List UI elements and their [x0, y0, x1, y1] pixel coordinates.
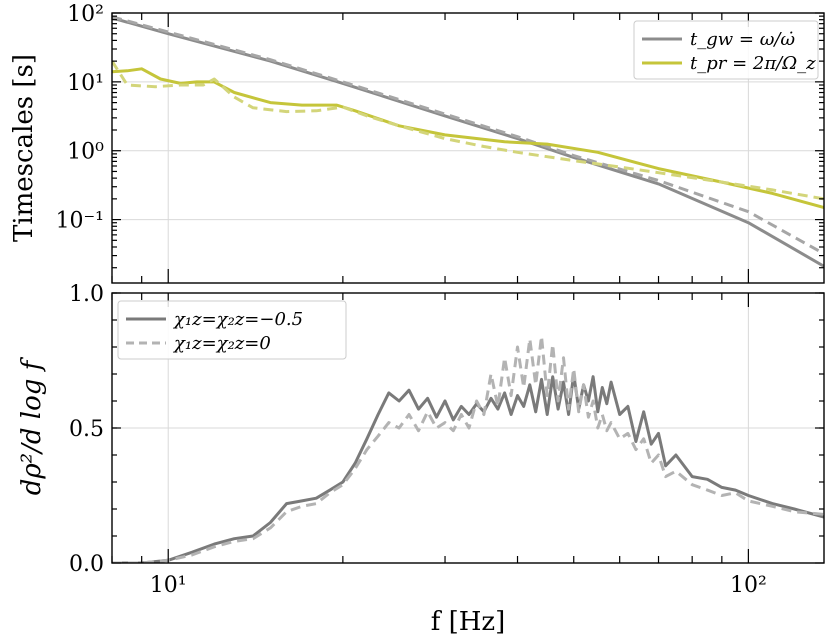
snr-ylabel: dρ²/d log f	[17, 356, 47, 495]
timescales-legend: t_gw = ω/ω̇ t_pr = 2π/Ω_z	[633, 20, 819, 80]
timescales-frame	[111, 12, 825, 284]
timescales-ylabel: Timescales [s]	[9, 54, 39, 242]
snr-series	[112, 334, 824, 563]
y-tick-label: 1.0	[69, 282, 104, 307]
x-tick-label: 10²	[730, 573, 767, 598]
x-axis-label: f [Hz]	[431, 607, 506, 637]
series-line-snr-0	[112, 334, 824, 563]
legend-label: χ₁z=χ₂z=0	[172, 333, 271, 354]
legend-box	[117, 300, 347, 360]
y-tick-label: 10²	[67, 2, 104, 27]
timescales-series	[112, 15, 824, 268]
y-tick-label: 0.0	[69, 552, 104, 577]
y-tick-label: 0.5	[69, 417, 104, 442]
legend-label: t_pr = 2π/Ω_z	[690, 53, 816, 74]
snr-frame	[111, 292, 825, 564]
legend-label: χ₁z=χ₂z=−0.5	[172, 309, 303, 330]
y-tick-label: 10⁰	[67, 140, 104, 165]
snr-legend: χ₁z=χ₂z=−0.5 χ₁z=χ₂z=0	[117, 300, 347, 360]
snr-panel: 10¹ 10² 0.0 0.5 1.0 dρ²/d log f χ₁z=χ₂z=−0.5…	[17, 282, 825, 598]
timescales-panel: 10⁻¹ 10⁰ 10¹ 10² Timescales [s] t_gw = ω/ω̇…	[9, 2, 825, 284]
y-tick-label: 10⁻¹	[56, 209, 104, 234]
series-line-t-gw-0-	[112, 15, 824, 256]
series-line-snr-m05	[112, 372, 824, 563]
series-line-t-pr	[112, 67, 824, 209]
legend-label: t_gw = ω/ω̇	[690, 29, 795, 50]
series-line-t-gw	[112, 16, 824, 268]
x-tick-label: 10¹	[150, 573, 187, 598]
y-tick-label: 10¹	[67, 71, 104, 96]
